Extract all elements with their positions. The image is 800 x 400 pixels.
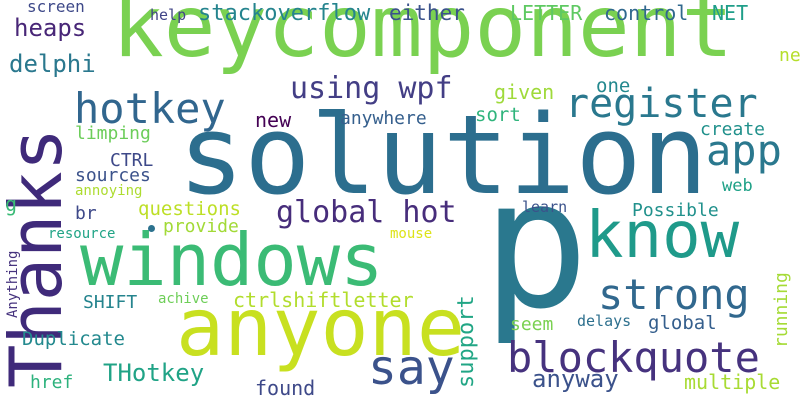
word: delays	[577, 314, 631, 329]
word: Possible	[632, 202, 719, 220]
word: multiple	[684, 372, 780, 392]
word: register	[565, 84, 758, 124]
word: Duplicate	[22, 330, 125, 349]
word: stackoverflow	[198, 3, 370, 25]
word: say	[368, 344, 455, 392]
center-dot	[148, 225, 155, 232]
word: ctrlshiftletter	[233, 290, 414, 310]
word: THotkey	[103, 361, 204, 385]
word: annoying	[75, 184, 142, 198]
word: p	[482, 156, 589, 334]
word: given	[494, 82, 554, 102]
word: running	[773, 272, 791, 348]
word: help	[150, 8, 186, 23]
word: achive	[158, 292, 209, 306]
word: Anything	[6, 251, 20, 318]
word: heaps	[14, 16, 86, 40]
word: anyway	[532, 367, 619, 391]
word: one	[596, 77, 630, 96]
word: br	[75, 205, 97, 223]
word: provide	[163, 218, 239, 236]
word: limping	[75, 125, 151, 143]
word: ne	[779, 47, 800, 65]
word: NET	[712, 3, 748, 23]
word: href	[30, 374, 73, 392]
word: learn	[522, 200, 567, 215]
word: using wpf	[290, 74, 453, 104]
word: strong	[598, 274, 750, 316]
word: sort	[475, 106, 521, 125]
word: either	[389, 3, 465, 24]
word: support	[456, 295, 478, 388]
word: resource	[48, 227, 115, 241]
word: delphi	[9, 52, 96, 76]
word: new	[255, 110, 291, 130]
word: LETTER	[510, 3, 582, 23]
word: SHIFT	[83, 294, 137, 312]
word: create	[700, 121, 765, 139]
word: mouse	[390, 227, 432, 241]
word: found	[255, 378, 315, 398]
word: global	[648, 314, 717, 333]
word: web	[722, 178, 753, 195]
word: seem	[510, 316, 553, 334]
word: g	[5, 194, 17, 214]
word: anywhere	[340, 110, 427, 128]
word: control	[604, 3, 688, 23]
word: global hot	[276, 198, 457, 228]
word: screen	[27, 0, 85, 15]
